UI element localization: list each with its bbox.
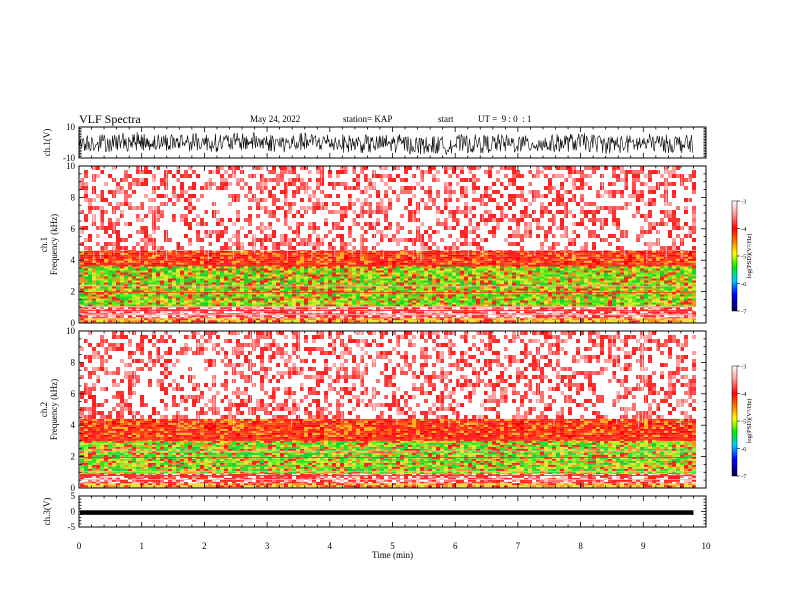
spectrogram-band-0 — [80, 483, 692, 488]
y-axis-label: Frequency (kHz) — [49, 379, 59, 440]
y-axis-label: ch.1 — [39, 237, 49, 252]
y-tick-label: 6 — [71, 389, 76, 399]
y-axis-label: ch.3(V) — [42, 498, 52, 526]
y-axis-label: Frequency (kHz) — [49, 214, 59, 275]
y-tick-label: 8 — [71, 192, 76, 202]
y-tick-label: 4 — [71, 255, 76, 265]
colorbar-tick-label: -5 — [741, 419, 746, 426]
ch3-waveform-trace — [80, 510, 694, 515]
y-axis-label: ch.2 — [39, 402, 49, 417]
spectrogram-band-2 — [80, 266, 696, 308]
x-tick-label: 4 — [328, 541, 333, 551]
y-tick-label: 0 — [71, 318, 76, 328]
start-time-label: UT = 9 : 0 : 1 — [478, 114, 532, 124]
spectrogram-band-2 — [80, 266, 696, 308]
spectrogram-band-3 — [80, 250, 696, 267]
spectrogram-band-4 — [80, 166, 696, 251]
y-axis-label: ch.1(V) — [42, 129, 52, 157]
spectrogram-band-1 — [84, 473, 692, 484]
ch1-waveform-trace — [78, 131, 694, 156]
spectrogram-band-1 — [80, 473, 680, 484]
spectrogram-ch1 — [80, 166, 696, 323]
x-tick-label: 0 — [77, 541, 82, 551]
spectrogram-band-3 — [80, 418, 696, 441]
spectrogram-band-1 — [84, 307, 688, 319]
spectrogram-streaks — [80, 166, 690, 264]
spectrogram-band-2 — [80, 266, 696, 308]
spectrogram-band-1 — [80, 307, 696, 319]
spectrogram-band-2 — [80, 440, 696, 474]
spectrogram-band-0 — [88, 318, 696, 323]
x-tick-label: 1 — [139, 541, 144, 551]
spectrogram-band-4 — [80, 166, 696, 251]
spectrogram-band-3 — [88, 250, 696, 267]
colorbar-label: log(PSD)(V²/Hz) — [746, 399, 753, 444]
y-tick-label: 2 — [71, 452, 76, 462]
x-tick-label: 7 — [516, 541, 521, 551]
y-tick-label: 10 — [66, 326, 76, 336]
y-tick-label: 0 — [71, 483, 76, 493]
x-axis-label: Time (min) — [372, 550, 413, 560]
y-tick-label: 4 — [71, 420, 76, 430]
colorbar-tick-label: -6 — [741, 446, 747, 453]
spectrogram-band-4 — [84, 331, 696, 419]
date-label: May 24, 2022 — [250, 114, 301, 124]
figure-title: VLF Spectra — [79, 112, 141, 126]
y-tick-label: 10 — [66, 161, 76, 171]
x-tick-label: 6 — [453, 541, 458, 551]
x-tick-label: 2 — [202, 541, 207, 551]
y-tick-label: 2 — [71, 287, 76, 297]
y-tick-label: 6 — [71, 224, 76, 234]
spectrogram-band-2 — [80, 440, 696, 474]
y-tick-label: 10 — [66, 122, 76, 132]
colorbar-tick-label: -4 — [741, 391, 747, 398]
colorbar-tick-label: -7 — [741, 309, 747, 316]
spectrogram-band-2 — [80, 266, 696, 308]
x-tick-label: 3 — [265, 541, 270, 551]
x-tick-label: 8 — [578, 541, 583, 551]
spectrogram-band-0 — [104, 483, 696, 488]
colorbar-tick-label: -5 — [741, 254, 746, 261]
colorbar — [731, 200, 738, 312]
colorbar-tick-label: -6 — [741, 281, 747, 288]
colorbar-tick-label: -4 — [741, 226, 747, 233]
y-tick-label: 8 — [71, 357, 76, 367]
spectrogram-band-1 — [80, 307, 696, 319]
x-tick-label: 5 — [390, 541, 395, 551]
colorbar — [731, 365, 738, 477]
colorbar-tick-label: -3 — [741, 199, 746, 206]
y-tick-label: 0 — [71, 507, 76, 517]
spectrogram-band-4 — [80, 331, 696, 419]
colorbar-tick-label: -3 — [741, 364, 746, 371]
spectrogram-band-3 — [80, 418, 696, 441]
spectrogram-ch2 — [80, 331, 696, 488]
spectrogram-band-1 — [80, 473, 696, 484]
y-tick-label: -10 — [63, 153, 75, 163]
x-tick-label: 10 — [702, 541, 712, 551]
spectrogram-band-3 — [80, 250, 696, 267]
spectrogram-band-2 — [80, 266, 696, 308]
spectrogram-band-3 — [80, 418, 696, 441]
y-tick-label: 5 — [71, 491, 76, 501]
spectrogram-band-0 — [80, 318, 696, 323]
start-label: start — [438, 114, 454, 124]
y-tick-label: -5 — [68, 522, 76, 532]
colorbar-tick-label: -7 — [741, 474, 747, 481]
colorbar-label: log(PSD)(V²/Hz) — [746, 234, 753, 279]
spectrogram-streaks — [86, 331, 690, 429]
spectrogram-band-4 — [80, 166, 696, 251]
x-tick-label: 9 — [641, 541, 646, 551]
spectrogram-band-4 — [80, 331, 696, 419]
station-label: station= KAP — [343, 114, 393, 124]
